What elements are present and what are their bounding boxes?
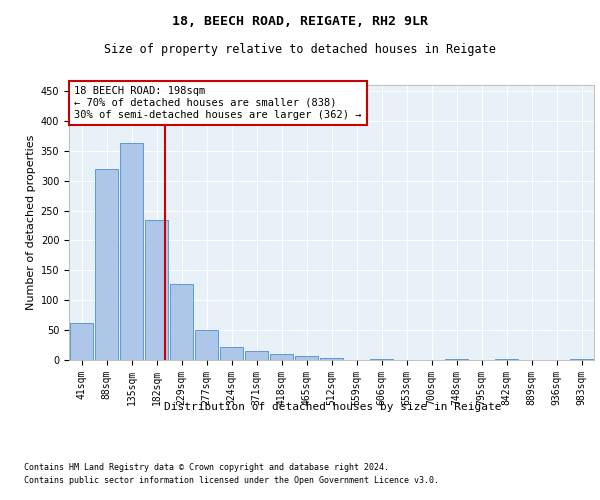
Bar — [370, 359, 393, 360]
Bar — [320, 358, 343, 360]
Bar — [220, 347, 243, 360]
Bar — [145, 220, 168, 360]
Text: Size of property relative to detached houses in Reigate: Size of property relative to detached ho… — [104, 42, 496, 56]
Text: 18, BEECH ROAD, REIGATE, RH2 9LR: 18, BEECH ROAD, REIGATE, RH2 9LR — [172, 15, 428, 28]
Bar — [195, 330, 218, 360]
Text: Distribution of detached houses by size in Reigate: Distribution of detached houses by size … — [164, 402, 502, 412]
Bar — [120, 143, 143, 360]
Bar — [245, 351, 268, 360]
Y-axis label: Number of detached properties: Number of detached properties — [26, 135, 37, 310]
Bar — [70, 323, 93, 360]
Bar — [170, 284, 193, 360]
Bar — [95, 168, 118, 360]
Bar — [270, 354, 293, 360]
Text: Contains public sector information licensed under the Open Government Licence v3: Contains public sector information licen… — [24, 476, 439, 485]
Text: 18 BEECH ROAD: 198sqm
← 70% of detached houses are smaller (838)
30% of semi-det: 18 BEECH ROAD: 198sqm ← 70% of detached … — [74, 86, 362, 120]
Bar — [295, 356, 318, 360]
Text: Contains HM Land Registry data © Crown copyright and database right 2024.: Contains HM Land Registry data © Crown c… — [24, 462, 389, 471]
